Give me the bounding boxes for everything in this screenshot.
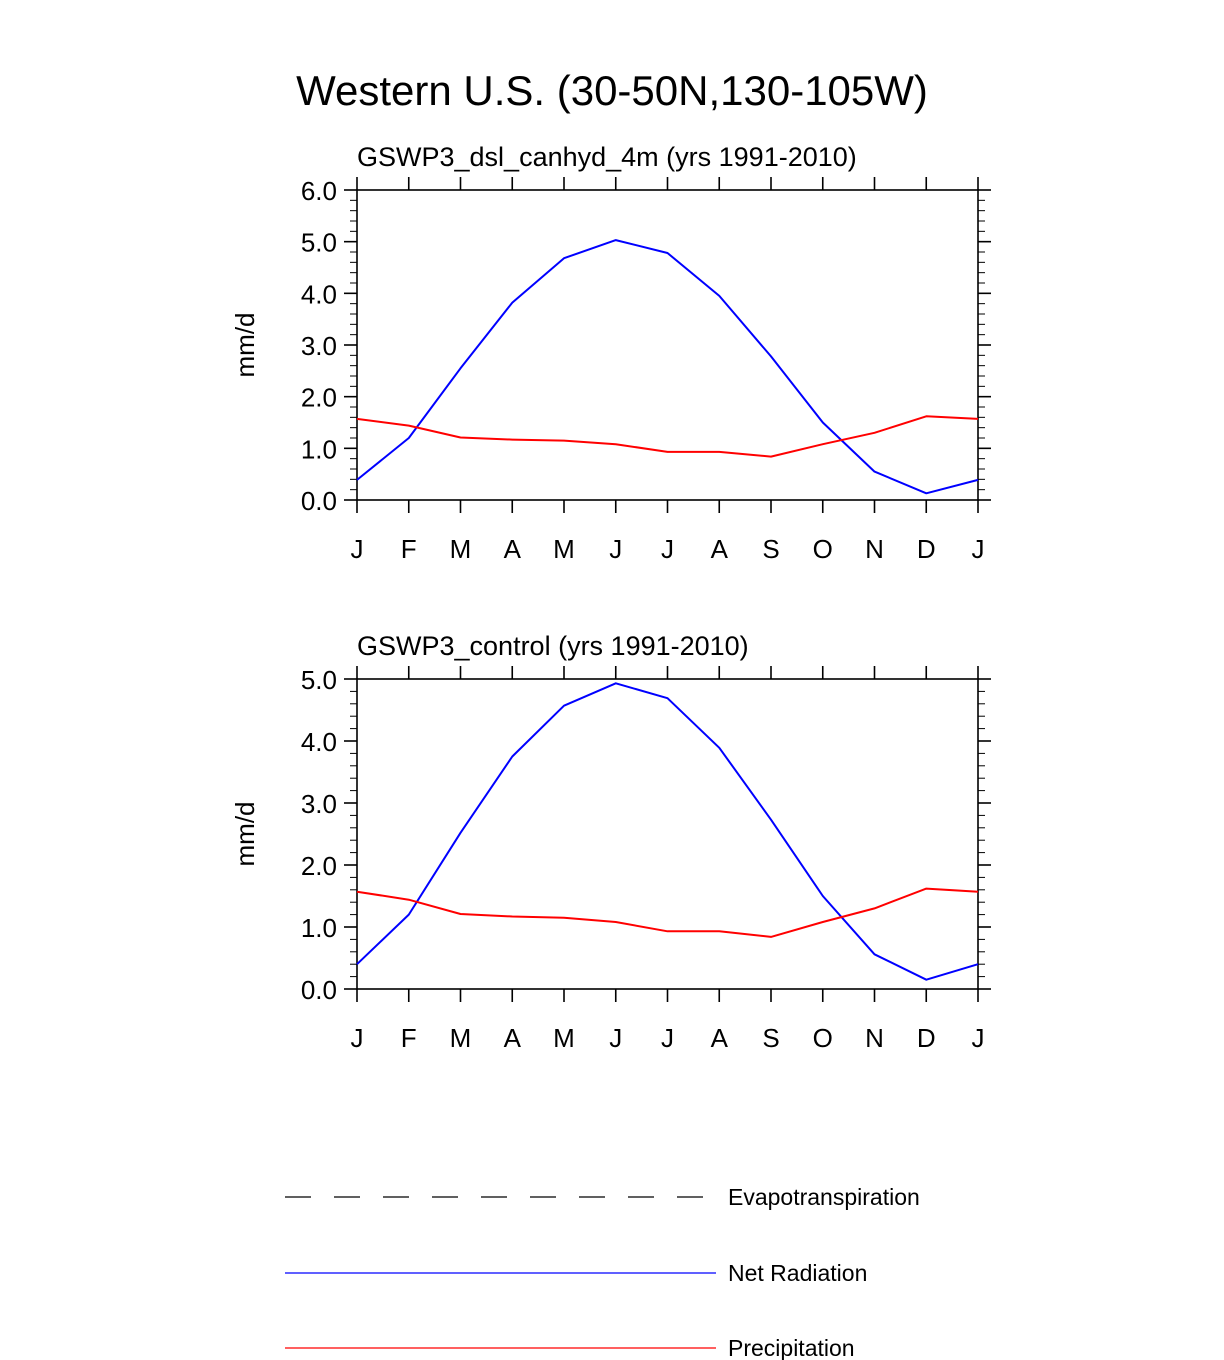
x-tick-label: M [450,1023,472,1053]
y-tick-label: 0.0 [301,975,337,1005]
x-tick-label: D [917,534,936,564]
y-tick-label: 3.0 [301,331,337,361]
x-tick-label: A [711,534,729,564]
panel-title-bottom: GSWP3_control (yrs 1991-2010) [357,631,749,661]
x-tick-label: J [609,534,622,564]
x-tick-label: J [972,1023,985,1053]
y-tick-label: 4.0 [301,727,337,757]
x-tick-label: S [762,534,779,564]
y-axis-label-top: mm/d [230,313,260,378]
x-tick-label: J [609,1023,622,1053]
x-tick-label: S [762,1023,779,1053]
legend-label-precipitation: Precipitation [728,1335,855,1360]
main-title: Western U.S. (30-50N,130-105W) [296,67,928,114]
x-tick-label: J [351,534,364,564]
x-tick-label: F [401,1023,417,1053]
x-tick-label: D [917,1023,936,1053]
plot-frame [356,189,979,501]
y-tick-label: 4.0 [301,279,337,309]
y-tick-label: 5.0 [301,665,337,695]
legend-label-net-radiation: Net Radiation [728,1260,867,1286]
plot-frame [356,678,979,990]
x-tick-label: J [661,534,674,564]
x-tick-label: J [661,1023,674,1053]
y-tick-label: 0.0 [301,486,337,516]
x-tick-label: M [450,534,472,564]
series-line-precipitation-bottom [356,887,979,938]
y-tick-label: 1.0 [301,434,337,464]
y-tick-label: 2.0 [301,851,337,881]
y-tick-label: 5.0 [301,228,337,258]
x-tick-label: A [711,1023,729,1053]
panel-title-top: GSWP3_dsl_canhyd_4m (yrs 1991-2010) [357,142,857,172]
series-line-precipitation-top [356,415,979,458]
y-tick-label: 2.0 [301,383,337,413]
x-tick-label: M [553,1023,575,1053]
legend-label-evapotranspiration: Evapotranspiration [728,1184,920,1210]
panel-bottom: GSWP3_control (yrs 1991-2010) mm/d J F M A M… [230,631,991,1053]
x-tick-label: M [553,534,575,564]
x-tick-label: A [504,534,522,564]
x-tick-label: A [504,1023,522,1053]
panel-top: GSWP3_dsl_canhyd_4m (yrs 1991-2010) mm/d… [230,142,991,564]
x-tick-label: F [401,534,417,564]
plot-area-bottom: J F M A M J J A S O N D J 0.0 1.0 2.0 3.0 4.0 5.0 [301,665,991,1053]
y-axis-label-bottom: mm/d [230,802,260,867]
x-tick-label: J [351,1023,364,1053]
x-tick-label: O [813,534,833,564]
x-tick-label: O [813,1023,833,1053]
series-line-net-radiation-bottom [356,682,979,981]
plot-area-top: J F M A M J J A S O N D J 0.0 1.0 2.0 3.0 4.0 5.0 6.0 [301,176,991,564]
y-tick-label: 1.0 [301,913,337,943]
y-tick-label: 3.0 [301,789,337,819]
x-tick-label: N [865,1023,884,1053]
x-tick-label: N [865,534,884,564]
series-line-net-radiation-top [356,239,979,495]
legend: Evapotranspiration Net Radiation Precipi… [285,1184,920,1360]
x-tick-label: J [972,534,985,564]
y-tick-label: 6.0 [301,176,337,206]
